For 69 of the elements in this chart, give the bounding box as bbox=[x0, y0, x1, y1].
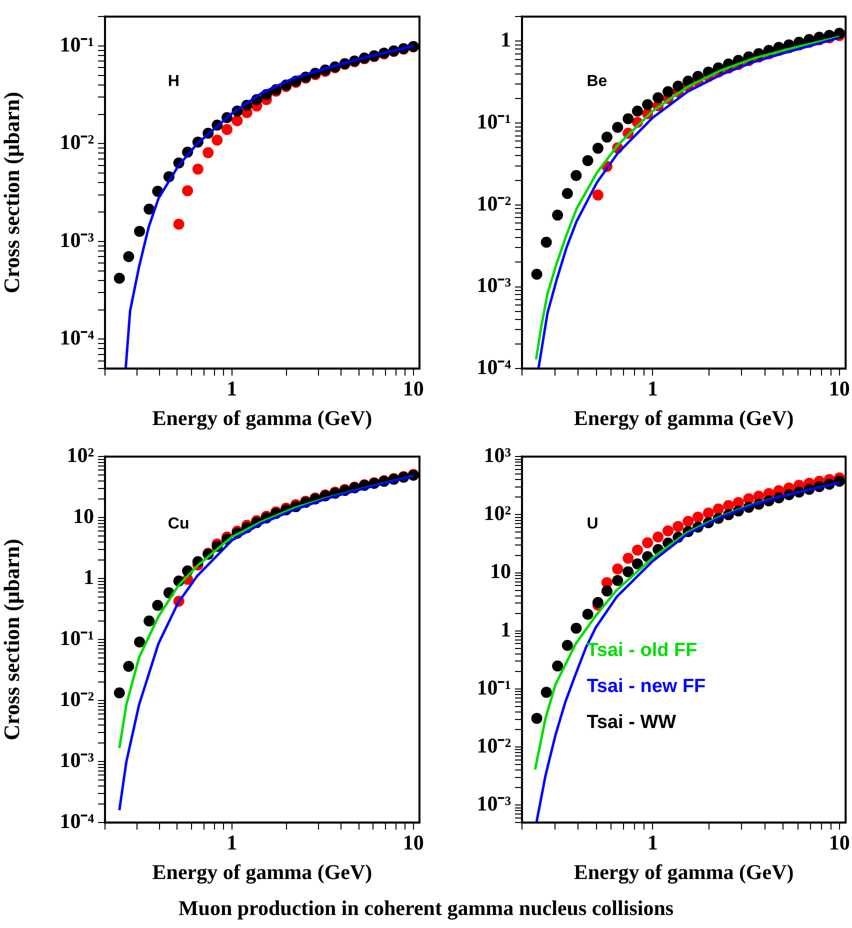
point bbox=[632, 106, 643, 117]
y-tick-label: 1 bbox=[500, 28, 511, 52]
y-tick-label: 10⁻⁴ bbox=[60, 809, 95, 834]
series-label: Tsai - new FF bbox=[586, 676, 706, 697]
y-axis-title: Cross section (μbarn) bbox=[0, 92, 24, 294]
series-label: Tsai - old FF bbox=[586, 640, 698, 661]
y-tick-label: 10⁻¹ bbox=[476, 675, 511, 700]
x-tick-label: 10 bbox=[828, 830, 850, 855]
point bbox=[622, 113, 634, 124]
y-tick-label: 10⁻⁴ bbox=[60, 326, 95, 350]
annotation: H bbox=[168, 73, 180, 90]
y-tick-label: 10⁻³ bbox=[476, 792, 511, 816]
point bbox=[642, 99, 654, 110]
point bbox=[570, 170, 582, 181]
x-axis-title: Energy of gamma (GeV) bbox=[574, 860, 794, 884]
y-tick-label: 10² bbox=[66, 443, 94, 468]
y-tick-label: 10⁻⁴ bbox=[476, 355, 512, 380]
y-tick-label: 10⁻¹ bbox=[60, 32, 94, 56]
point bbox=[144, 204, 155, 215]
point bbox=[152, 600, 164, 611]
point bbox=[123, 660, 134, 672]
point bbox=[114, 687, 125, 698]
y-tick-label: 10 bbox=[490, 559, 511, 584]
x-tick-label: 1 bbox=[226, 376, 238, 401]
point bbox=[540, 236, 552, 248]
y-tick-label: 10² bbox=[484, 501, 511, 526]
annotation: Cu bbox=[168, 516, 190, 533]
x-axis-title: Energy of gamma (GeV) bbox=[574, 406, 794, 430]
x-axis-title: Energy of gamma (GeV) bbox=[152, 406, 372, 430]
point bbox=[601, 132, 612, 143]
point bbox=[562, 188, 573, 199]
x-tick-label: 1 bbox=[226, 830, 238, 855]
x-tick-label: 10 bbox=[828, 376, 850, 401]
x-tick-label: 1 bbox=[647, 376, 658, 401]
point bbox=[134, 636, 146, 648]
y-tick-label: 10⁻² bbox=[60, 130, 94, 154]
y-tick-label: 10⁻¹ bbox=[476, 110, 511, 134]
y-tick-label: 1 bbox=[500, 617, 511, 642]
point bbox=[592, 142, 604, 154]
point bbox=[144, 615, 155, 626]
y-tick-label: 10 bbox=[73, 504, 94, 528]
y-tick-label: 10⁻³ bbox=[60, 748, 94, 772]
x-tick-label: 10 bbox=[402, 830, 424, 855]
text: Muon production in coherent gamma nucleus collisions bbox=[177, 896, 675, 921]
annotation: Be bbox=[586, 73, 608, 90]
point bbox=[612, 122, 624, 133]
y-tick-label: 10⁻¹ bbox=[60, 626, 94, 650]
point bbox=[652, 92, 664, 104]
y-tick-label: 10⁻² bbox=[476, 191, 511, 216]
y-tick-label: 10⁻² bbox=[476, 733, 511, 758]
x-tick-label: 1 bbox=[647, 830, 658, 855]
point bbox=[123, 251, 134, 262]
y-tick-label: 10³ bbox=[484, 443, 511, 468]
annotation: U bbox=[586, 516, 598, 533]
y-tick-label: 10⁻³ bbox=[60, 228, 94, 252]
point bbox=[552, 210, 564, 221]
point bbox=[114, 272, 125, 284]
x-tick-label: 10 bbox=[402, 376, 424, 401]
x-axis-title: Energy of gamma (GeV) bbox=[152, 860, 372, 884]
y-tick-label: 1 bbox=[84, 565, 94, 590]
text: Tsai - WW bbox=[586, 712, 676, 733]
point bbox=[662, 86, 674, 98]
y-tick-label: 10⁻² bbox=[60, 687, 94, 712]
y-axis-title: Cross section (μbarn) bbox=[0, 538, 24, 740]
y-tick-label: 10⁻³ bbox=[476, 273, 511, 298]
point bbox=[582, 155, 594, 166]
point bbox=[134, 226, 146, 237]
point bbox=[531, 268, 542, 280]
point bbox=[672, 80, 684, 92]
